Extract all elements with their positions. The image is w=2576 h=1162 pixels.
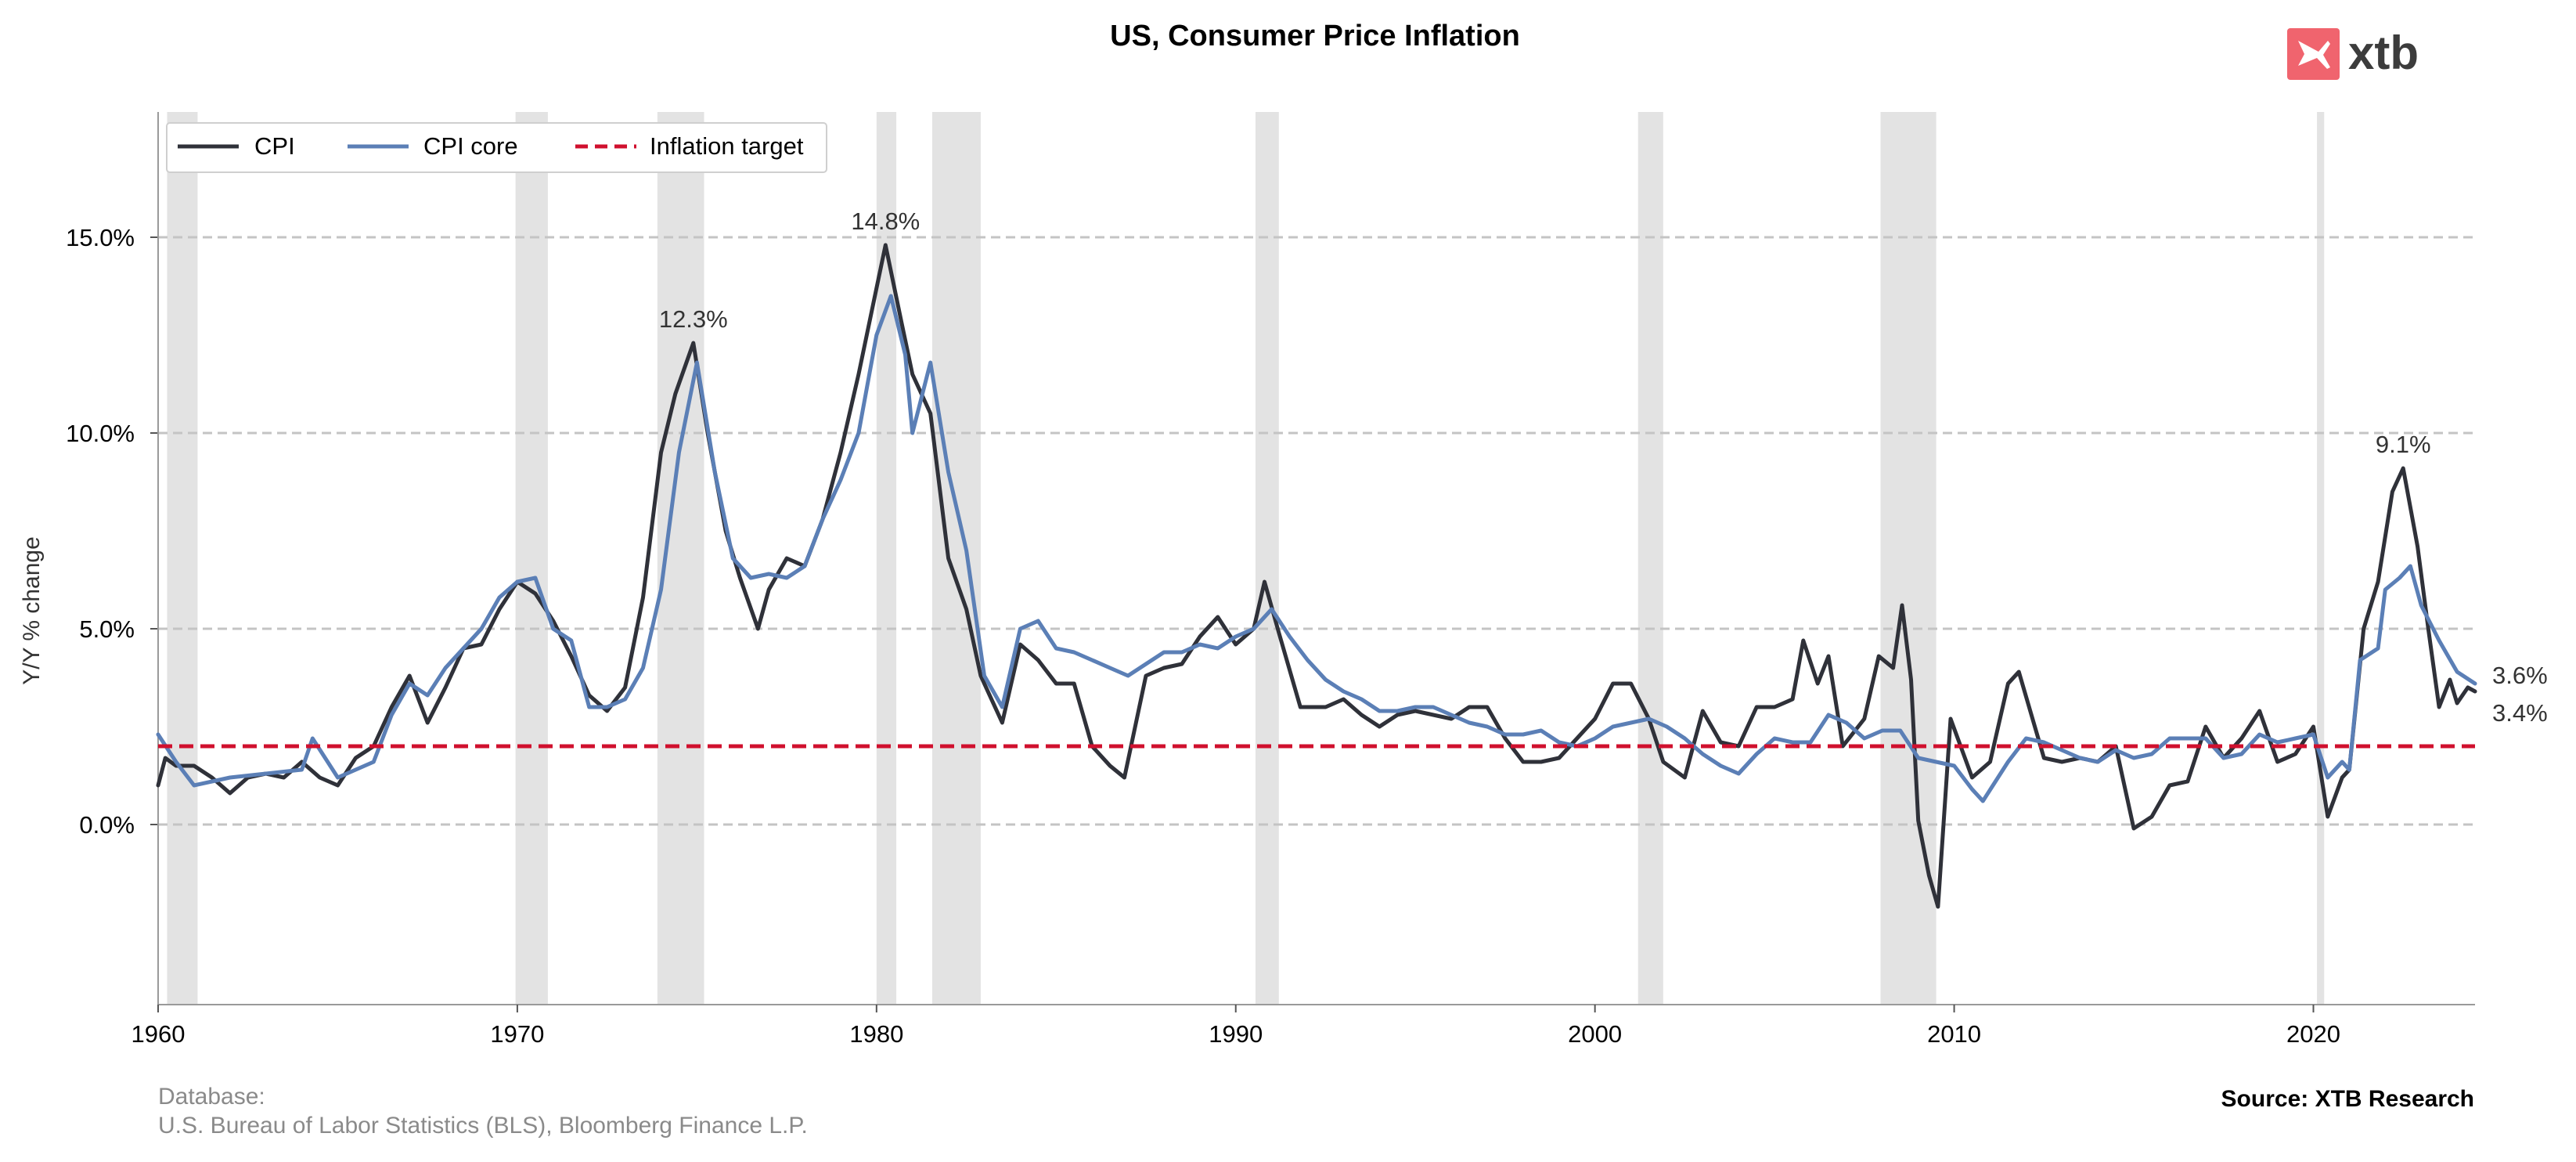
legend-label-cpi: CPI — [254, 132, 295, 160]
y-tick-label: 5.0% — [79, 615, 135, 643]
database-sources: U.S. Bureau of Labor Statistics (BLS), B… — [158, 1113, 808, 1139]
recession-band — [931, 112, 981, 1005]
xtb-logo-cross-icon — [2298, 41, 2330, 69]
xtb-logo: xtb — [2287, 27, 2419, 80]
y-gridlines — [158, 236, 2475, 826]
recession-band — [515, 112, 548, 1005]
recession-band — [167, 112, 198, 1005]
recession-shading — [167, 112, 2325, 1005]
peak-annotations: 12.3% 14.8% 9.1% 3.6% 3.4% — [659, 208, 2548, 727]
series-lines — [156, 243, 2477, 909]
x-tick-label: 1970 — [490, 1020, 544, 1048]
recession-band — [1637, 112, 1663, 1005]
x-tick-label: 1990 — [1209, 1020, 1263, 1048]
x-tick-label: 2020 — [2286, 1020, 2340, 1048]
recession-band — [2317, 112, 2325, 1005]
peak-label: 9.1% — [2376, 431, 2431, 458]
series-line-cpi — [156, 243, 2477, 909]
legend-label-cpi-core: CPI core — [423, 132, 518, 160]
database-label: Database: — [158, 1084, 265, 1110]
axes: 0.0% 5.0% 10.0% 15.0% 1960 1970 1980 1990 2000 20… — [66, 112, 2475, 1048]
end-value-label: 3.4% — [2492, 699, 2548, 727]
series-line-cpi-core — [156, 294, 2477, 803]
legend-label-inflation-target: Inflation target — [650, 132, 804, 160]
y-tick-label: 15.0% — [66, 224, 135, 251]
peak-label: 14.8% — [851, 208, 920, 235]
legend: CPI CPI core Inflation target — [166, 122, 827, 173]
x-tick-label: 1980 — [849, 1020, 903, 1048]
y-axis-label: Y/Y % change — [19, 536, 45, 685]
y-tick-label: 0.0% — [79, 811, 135, 839]
x-tick-label: 1960 — [132, 1020, 186, 1048]
peak-label: 12.3% — [659, 305, 728, 333]
end-value-label: 3.6% — [2492, 662, 2548, 689]
chart-title: US, Consumer Price Inflation — [1110, 20, 1520, 52]
legend-box — [166, 122, 827, 173]
source-label: Source: XTB Research — [2221, 1086, 2474, 1112]
y-tick-label: 10.0% — [66, 420, 135, 447]
x-tick-label: 2010 — [1927, 1020, 1981, 1048]
recession-band — [1255, 112, 1279, 1005]
x-tick-label: 2000 — [1568, 1020, 1622, 1048]
xtb-logo-text: xtb — [2348, 27, 2419, 79]
recession-band — [876, 112, 897, 1005]
